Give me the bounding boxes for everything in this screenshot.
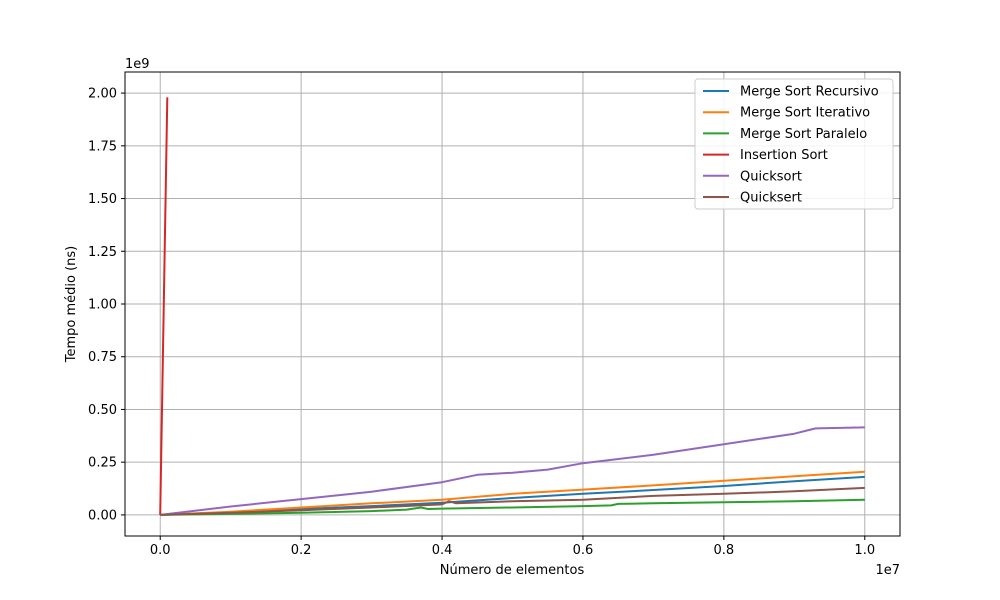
x-tick-label: 0.2 xyxy=(291,543,312,558)
y-axis-label: Tempo médio (ns) xyxy=(64,246,79,364)
x-offset-label: 1e7 xyxy=(875,563,900,578)
legend-label-merge-sort-paralelo: Merge Sort Paralelo xyxy=(740,127,867,142)
y-tick-label: 1.75 xyxy=(88,139,117,154)
y-tick-label: 0.75 xyxy=(88,350,117,365)
series-line-merge-sort-iterativo xyxy=(160,470,865,516)
series-lines xyxy=(159,97,865,516)
series-line-quicksert xyxy=(160,486,865,516)
series-line-merge-sort-paralelo xyxy=(160,498,865,516)
y-offset-label: 1e9 xyxy=(125,57,150,72)
legend-label-merge-sort-recursivo: Merge Sort Recursivo xyxy=(740,85,879,100)
legend-label-quicksort: Quicksort xyxy=(740,169,802,184)
x-tick-label: 1.0 xyxy=(854,543,875,558)
series-line-insertion-sort xyxy=(159,97,169,515)
legend-label-insertion-sort: Insertion Sort xyxy=(740,148,828,163)
legend: Merge Sort Recursivo Merge Sort Iterativo… xyxy=(694,78,894,210)
x-tick-label: 0.6 xyxy=(573,543,594,558)
legend-label-quicksert: Quicksert xyxy=(740,191,802,206)
y-axis: 0.00 0.25 0.50 0.75 1.00 1.25 1.50 1.75 2.00 xyxy=(88,87,125,523)
y-tick-label: 1.50 xyxy=(88,192,117,207)
y-tick-label: 1.00 xyxy=(88,298,117,313)
y-tick-label: 0.50 xyxy=(88,403,117,418)
legend-label-merge-sort-iterativo: Merge Sort Iterativo xyxy=(740,106,870,121)
y-tick-label: 2.00 xyxy=(88,87,117,102)
x-tick-label: 0.4 xyxy=(432,543,453,558)
x-axis: 0.0 0.2 0.4 0.6 0.8 1.0 xyxy=(150,536,875,558)
y-tick-label: 0.25 xyxy=(88,456,117,471)
x-tick-label: 0.8 xyxy=(714,543,735,558)
x-tick-label: 0.0 xyxy=(150,543,171,558)
legend-frame xyxy=(694,78,894,210)
y-tick-label: 1.25 xyxy=(88,245,117,260)
x-axis-label: Número de elementos xyxy=(440,563,585,578)
grid-lines xyxy=(125,72,900,536)
y-tick-label: 0.00 xyxy=(88,508,117,523)
series-line-quicksort xyxy=(160,426,865,516)
